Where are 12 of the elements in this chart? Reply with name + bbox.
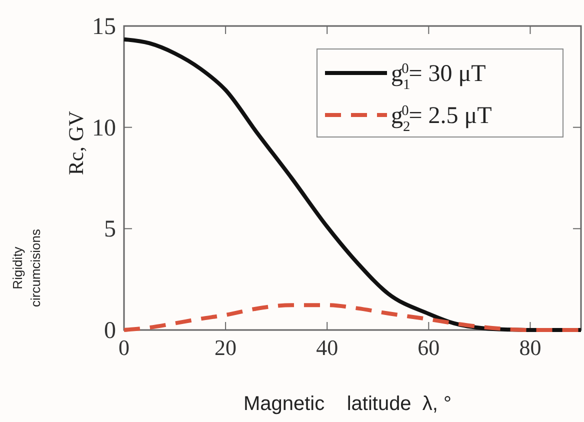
x-tick-label: 40 <box>316 335 338 360</box>
text: Rigidity circumcisions Rc, GV <box>10 110 88 308</box>
x-tick-label: 60 <box>418 335 440 360</box>
x-tick-label: 80 <box>519 335 542 360</box>
y-tick-label: 0 <box>104 318 116 344</box>
y-tick-label: 5 <box>104 216 116 243</box>
legend-label: g$_{1}$$^{0}$= 30 μT <box>391 61 486 93</box>
y-tick-label: 15 <box>92 14 116 40</box>
x-tick-label: 20 <box>214 335 237 360</box>
y-tick-label: 10 <box>92 115 116 142</box>
legend-label: g$_{2}$$^{0}$= 2.5 μT <box>391 103 492 135</box>
x-axis-title: Magnetic latitude λ, ° <box>243 393 452 415</box>
